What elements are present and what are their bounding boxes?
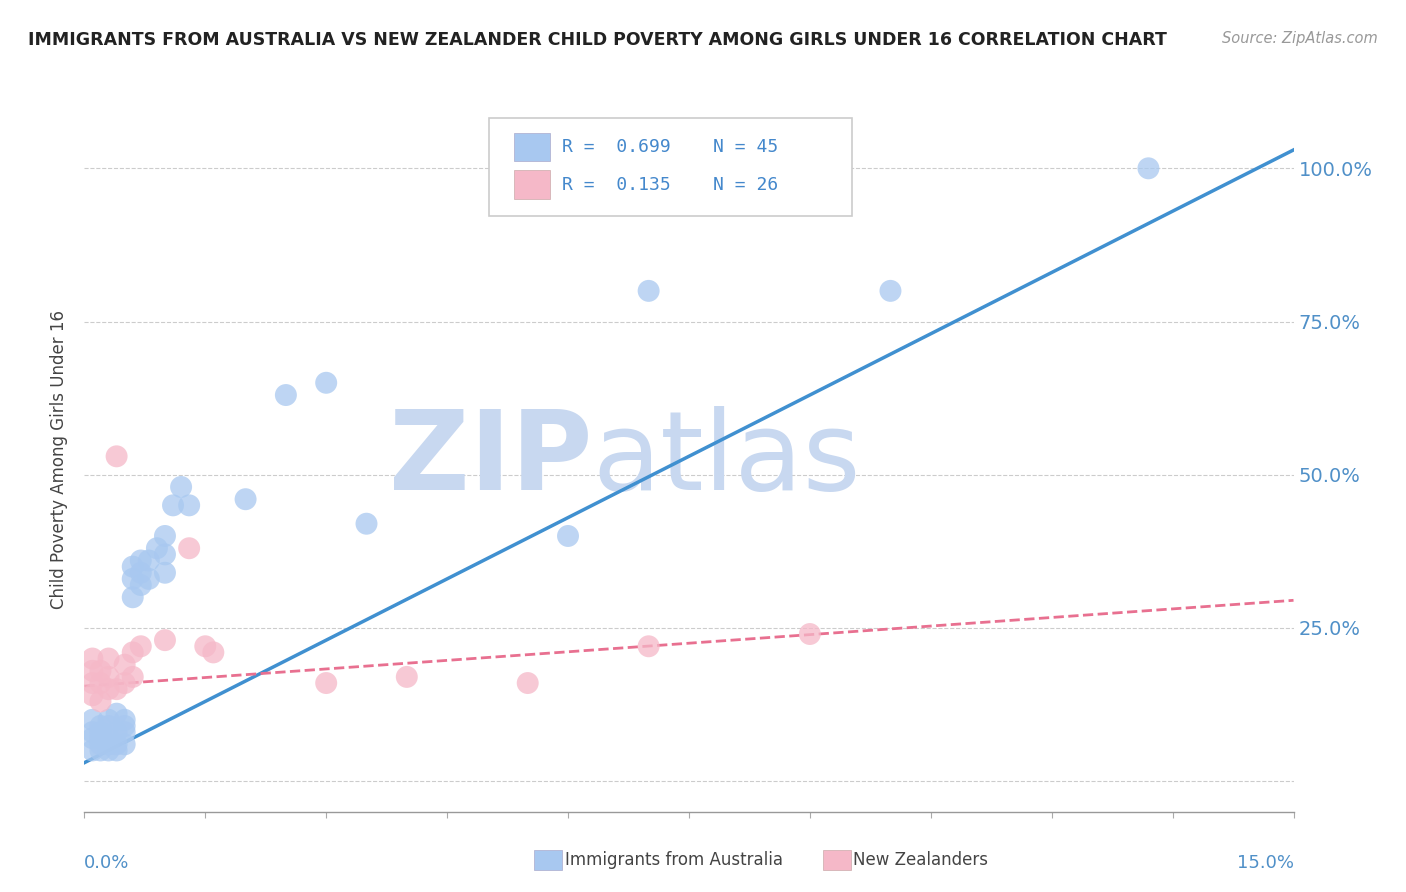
Point [637, 640, 659, 654]
Text: Immigrants from Australia: Immigrants from Australia [565, 851, 783, 869]
Point [121, 670, 143, 684]
Point [129, 640, 152, 654]
Point [179, 541, 201, 556]
Text: New Zealanders: New Zealanders [853, 851, 988, 869]
Point [89, 737, 111, 751]
Point [799, 627, 821, 641]
Point [82, 743, 104, 757]
Point [194, 640, 217, 654]
Y-axis label: Child Poverty Among Girls Under 16: Child Poverty Among Girls Under 16 [51, 310, 69, 609]
Point [146, 541, 169, 556]
Point [97, 713, 120, 727]
Point [97, 670, 120, 684]
Text: atlas: atlas [592, 406, 860, 513]
Text: N = 26: N = 26 [713, 176, 779, 194]
Point [235, 492, 257, 507]
Text: N = 45: N = 45 [713, 138, 779, 156]
Point [114, 737, 136, 751]
Point [153, 547, 176, 561]
Point [89, 694, 111, 708]
Point [170, 480, 193, 494]
Point [637, 284, 659, 298]
Text: ZIP: ZIP [389, 406, 592, 513]
Point [114, 725, 136, 739]
Point [82, 731, 104, 746]
Point [153, 566, 176, 580]
Point [105, 682, 128, 697]
Point [97, 731, 120, 746]
Bar [513, 170, 550, 199]
Point [89, 664, 111, 678]
Point [89, 676, 111, 690]
Point [89, 743, 111, 757]
Text: R =  0.699: R = 0.699 [562, 138, 671, 156]
Point [274, 388, 297, 402]
Point [179, 499, 201, 513]
Point [97, 719, 120, 733]
Point [395, 670, 418, 684]
Point [121, 559, 143, 574]
Point [105, 450, 128, 464]
Point [557, 529, 579, 543]
Point [121, 572, 143, 586]
Point [516, 676, 538, 690]
Point [315, 376, 337, 390]
Point [114, 676, 136, 690]
Point [97, 682, 120, 697]
Point [105, 743, 128, 757]
Point [315, 676, 337, 690]
Point [105, 706, 128, 721]
Point [105, 725, 128, 739]
Point [105, 737, 128, 751]
Point [97, 743, 120, 757]
Point [129, 566, 152, 580]
Point [82, 713, 104, 727]
Point [82, 676, 104, 690]
Point [138, 572, 160, 586]
Point [97, 737, 120, 751]
Point [879, 284, 901, 298]
Point [1137, 161, 1160, 176]
Point [129, 578, 152, 592]
Point [129, 553, 152, 567]
Text: 0.0%: 0.0% [84, 854, 129, 872]
Point [89, 719, 111, 733]
Text: IMMIGRANTS FROM AUSTRALIA VS NEW ZEALANDER CHILD POVERTY AMONG GIRLS UNDER 16 CO: IMMIGRANTS FROM AUSTRALIA VS NEW ZEALAND… [28, 31, 1167, 49]
Point [162, 499, 184, 513]
Text: R =  0.135: R = 0.135 [562, 176, 671, 194]
Text: 15.0%: 15.0% [1236, 854, 1294, 872]
Point [82, 688, 104, 702]
Point [89, 731, 111, 746]
Point [138, 553, 160, 567]
Point [97, 651, 120, 665]
Point [121, 645, 143, 659]
Point [82, 651, 104, 665]
Bar [513, 133, 550, 161]
Point [356, 516, 378, 531]
Point [153, 633, 176, 648]
Point [114, 719, 136, 733]
Point [89, 725, 111, 739]
Point [82, 725, 104, 739]
Point [82, 664, 104, 678]
Point [121, 591, 143, 605]
Point [114, 713, 136, 727]
Point [153, 529, 176, 543]
Point [114, 657, 136, 672]
Point [202, 645, 225, 659]
FancyBboxPatch shape [489, 118, 852, 216]
Text: Source: ZipAtlas.com: Source: ZipAtlas.com [1222, 31, 1378, 46]
